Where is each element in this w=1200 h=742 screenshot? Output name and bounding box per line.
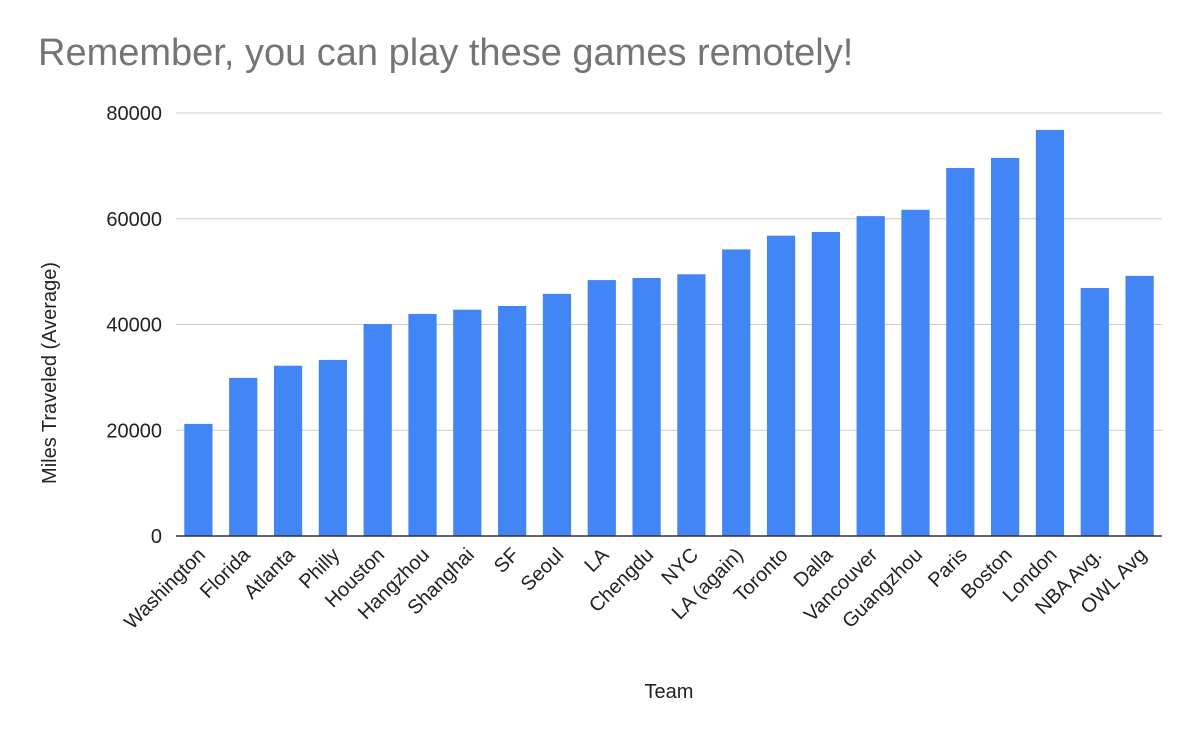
bar-florida: [229, 377, 258, 536]
y-tick-label: 20000: [106, 420, 162, 442]
bar-toronto: [766, 235, 796, 537]
chart-title: Remember, you can play these games remot…: [38, 32, 854, 74]
bar-atlanta: [273, 365, 303, 536]
bar-paris: [946, 167, 975, 537]
x-axis-label: Team: [645, 681, 694, 703]
y-tick-label: 40000: [106, 315, 162, 337]
y-tick-label: 80000: [106, 103, 162, 125]
x-tick-label: LA: [580, 544, 613, 577]
bar-nyc: [677, 274, 706, 536]
bars: [184, 129, 1154, 537]
bar-sf: [498, 305, 527, 536]
bar-la-again: [722, 249, 751, 537]
bar-shanghai: [453, 309, 482, 536]
y-axis-ticks: 0 20000 40000 60000 80000: [106, 103, 162, 548]
y-tick-label: 0: [151, 526, 162, 548]
bar-owl-avg: [1125, 275, 1154, 536]
bar-chengdu: [632, 277, 661, 536]
bar-washington: [184, 423, 213, 536]
x-axis-ticks: WashingtonFloridaAtlantaPhillyHoustonHan…: [120, 543, 1151, 633]
bar-boston: [991, 157, 1020, 536]
x-tick-label: Seoul: [517, 544, 569, 596]
bar-hangzhou: [408, 313, 437, 536]
bar-dalla: [811, 231, 840, 536]
bar-nba-avg: [1080, 288, 1109, 536]
bar-vancouver: [856, 216, 885, 536]
y-tick-label: 60000: [106, 209, 162, 231]
bar-houston: [363, 323, 392, 536]
x-tick-label: SF: [490, 544, 524, 578]
bar-guangzhou: [901, 209, 930, 537]
x-tick-label: Atlanta: [240, 543, 300, 603]
y-axis-label: Miles Traveled (Average): [39, 262, 61, 484]
bar-london: [1035, 129, 1065, 537]
bar-la: [587, 280, 616, 536]
bar-philly: [318, 359, 347, 536]
bar-seoul: [542, 293, 572, 536]
